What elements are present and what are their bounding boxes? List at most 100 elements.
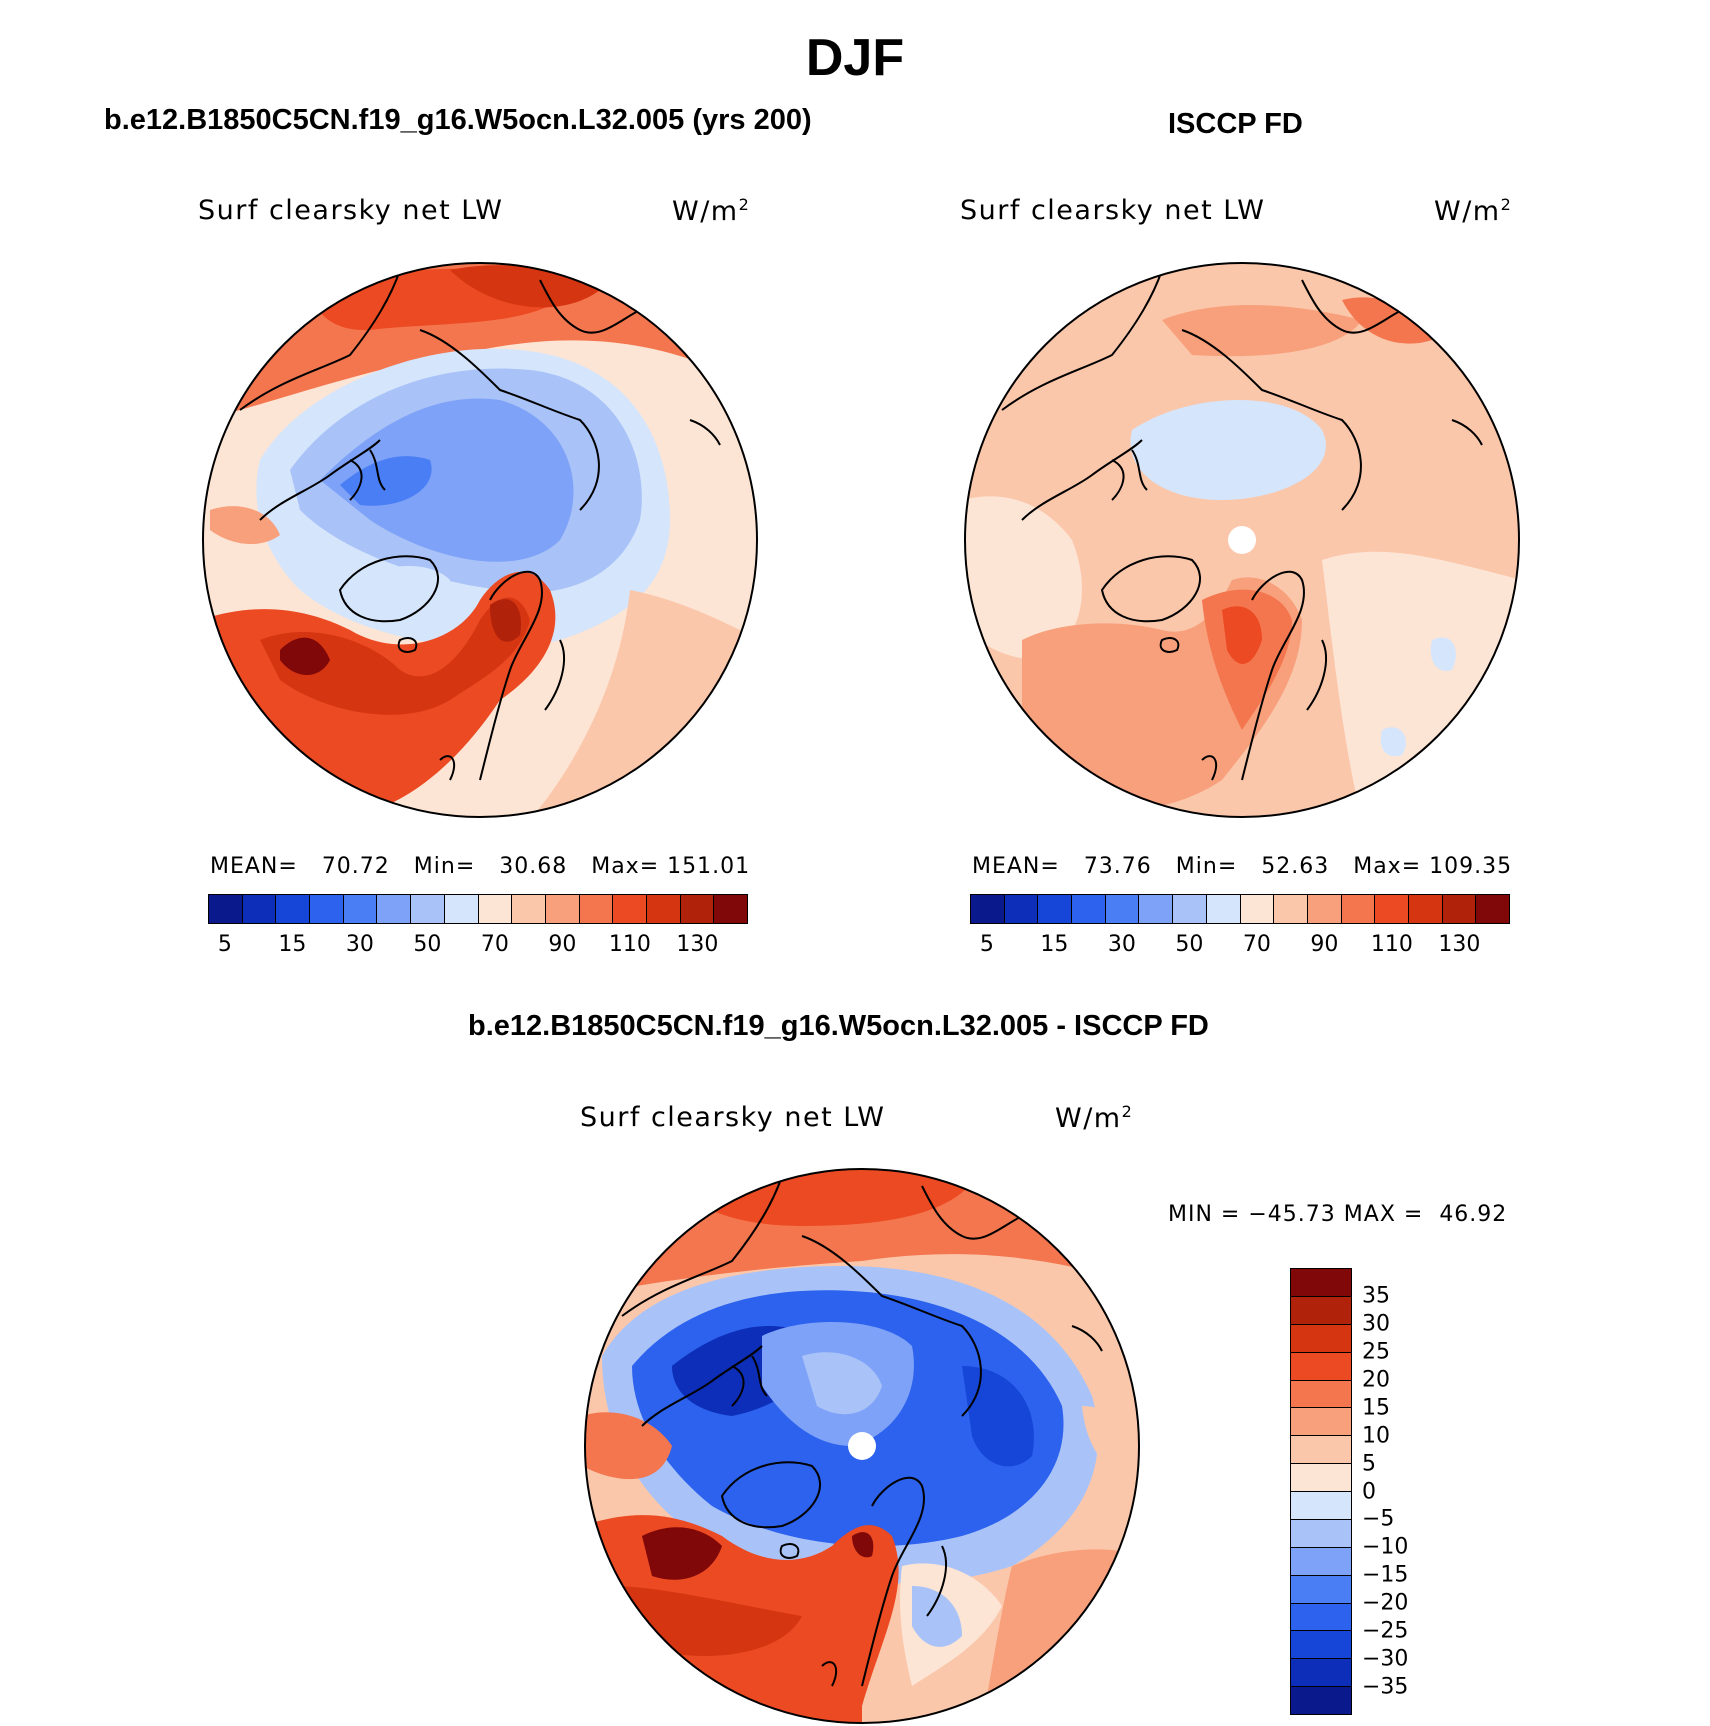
colorbar-swatch: [1341, 895, 1376, 923]
colorbar-swatch: [1476, 895, 1509, 923]
colorbar-swatch: [1291, 1436, 1351, 1465]
colorbar-tick-label: 30: [1362, 1311, 1390, 1337]
colorbar-swatch: [1105, 895, 1140, 923]
colorbar-swatch: [512, 895, 546, 923]
panel2-polar-map: [964, 262, 1520, 818]
colorbar-swatch: [478, 895, 513, 923]
colorbar-swatch: [444, 895, 479, 923]
colorbar-swatch: [545, 895, 580, 923]
colorbar-swatch: [714, 895, 747, 923]
colorbar-tick-label: −5: [1362, 1506, 1395, 1532]
colorbar-swatch: [613, 895, 647, 923]
colorbar-swatch: [1173, 895, 1207, 923]
panel2-colorbar: [970, 894, 1510, 924]
pole-hole: [1228, 526, 1256, 554]
panel3-units: W/m2: [1055, 1102, 1134, 1134]
colorbar-swatch: [1291, 1603, 1351, 1632]
colorbar-tick-label: 5: [1362, 1451, 1376, 1477]
colorbar-swatch: [1038, 895, 1073, 923]
panel1-polar-map: [202, 262, 758, 818]
colorbar-swatch: [1291, 1464, 1351, 1492]
panel1-stats: MEAN= 70.72 Min= 30.68 Max= 151.01: [210, 854, 751, 879]
colorbar-swatch: [1291, 1380, 1351, 1409]
colorbar-tick-label: 30: [345, 932, 374, 957]
colorbar-swatch: [1291, 1492, 1351, 1520]
panel3-variable-label: Surf clearsky net LW: [580, 1102, 886, 1133]
colorbar-tick-label: 90: [548, 932, 577, 957]
colorbar-tick-label: −10: [1362, 1534, 1409, 1560]
colorbar-tick-label: 20: [1362, 1367, 1390, 1393]
colorbar-tick-label: 5: [217, 932, 232, 957]
colorbar-tick-label: 70: [1242, 932, 1271, 957]
colorbar-swatch: [646, 895, 681, 923]
colorbar-swatch: [377, 895, 412, 923]
colorbar-tick-label: 15: [1040, 932, 1069, 957]
colorbar-swatch: [1291, 1547, 1351, 1576]
colorbar-swatch: [1206, 895, 1241, 923]
colorbar-tick-label: −20: [1362, 1590, 1409, 1616]
colorbar-swatch: [579, 895, 614, 923]
colorbar-swatch: [1274, 895, 1308, 923]
colorbar-swatch: [1375, 895, 1409, 923]
colorbar-tick-label: 15: [278, 932, 307, 957]
panel2-colorbar-ticks: 5 15 30 50 70 90 110 130: [970, 932, 1510, 962]
colorbar-swatch: [1442, 895, 1477, 923]
colorbar-swatch: [1291, 1296, 1351, 1325]
colorbar-swatch: [1291, 1408, 1351, 1437]
colorbar-tick-label: 0: [1362, 1479, 1376, 1504]
colorbar-swatch: [411, 895, 445, 923]
colorbar-tick-label: 10: [1362, 1423, 1390, 1449]
colorbar-swatch: [1291, 1659, 1351, 1688]
colorbar-swatch: [680, 895, 715, 923]
colorbar-tick-label: 15: [1362, 1395, 1390, 1421]
colorbar-tick-label: 50: [413, 932, 442, 957]
panel1-case-title: b.e12.B1850C5CN.f19_g16.W5ocn.L32.005 (y…: [104, 104, 812, 136]
colorbar-swatch: [1072, 895, 1106, 923]
colorbar-tick-label: 130: [1438, 932, 1481, 957]
colorbar-swatch: [242, 895, 277, 923]
colorbar-swatch: [1307, 895, 1342, 923]
colorbar-tick-label: 90: [1310, 932, 1339, 957]
colorbar-swatch: [1240, 895, 1275, 923]
colorbar-swatch: [1291, 1687, 1351, 1714]
panel3-case-title: b.e12.B1850C5CN.f19_g16.W5ocn.L32.005 - …: [468, 1010, 1209, 1042]
colorbar-tick-label: −25: [1362, 1618, 1409, 1644]
colorbar-tick-label: 5: [979, 932, 994, 957]
panel1-colorbar: [208, 894, 748, 924]
colorbar-swatch: [1291, 1324, 1351, 1353]
panel2-units: W/m2: [1434, 195, 1513, 227]
colorbar-tick-label: −30: [1362, 1646, 1409, 1672]
panel3-polar-map: [584, 1168, 1140, 1724]
panel3-colorbar: [1290, 1268, 1352, 1715]
colorbar-tick-label: 110: [1370, 932, 1413, 957]
colorbar-swatch: [343, 895, 378, 923]
colorbar-swatch: [276, 895, 311, 923]
panel2-variable-label: Surf clearsky net LW: [960, 195, 1266, 226]
panel3-stats: MIN = −45.73 MAX = 46.92: [1168, 1202, 1508, 1227]
colorbar-tick-label: 25: [1362, 1339, 1390, 1365]
panel1-units: W/m2: [672, 195, 751, 227]
colorbar-tick-label: 70: [480, 932, 509, 957]
colorbar-swatch: [1291, 1631, 1351, 1660]
colorbar-tick-label: 110: [608, 932, 651, 957]
figure-title: DJF: [805, 29, 905, 87]
colorbar-tick-label: 30: [1107, 932, 1136, 957]
panel3-colorbar-ticks: 35 30 25 20 15 10 5 0 −5 −10 −15 −20 −25 −30 −35: [1362, 1268, 1442, 1715]
colorbar-tick-label: 35: [1362, 1283, 1390, 1309]
colorbar-swatch: [1291, 1519, 1351, 1548]
colorbar-tick-label: −35: [1362, 1674, 1409, 1700]
colorbar-swatch: [1004, 895, 1039, 923]
panel1-variable-label: Surf clearsky net LW: [198, 195, 504, 226]
colorbar-swatch: [209, 895, 243, 923]
colorbar-tick-label: −15: [1362, 1562, 1409, 1588]
colorbar-swatch: [1291, 1575, 1351, 1604]
colorbar-swatch: [310, 895, 344, 923]
pole-hole: [848, 1432, 876, 1460]
colorbar-swatch: [971, 895, 1005, 923]
panel1-colorbar-ticks: 5 15 30 50 70 90 110 130: [208, 932, 748, 962]
panel2-case-title: ISCCP FD: [1168, 108, 1303, 140]
colorbar-swatch: [1139, 895, 1174, 923]
colorbar-tick-label: 50: [1175, 932, 1204, 957]
colorbar-swatch: [1291, 1269, 1351, 1297]
colorbar-swatch: [1408, 895, 1443, 923]
